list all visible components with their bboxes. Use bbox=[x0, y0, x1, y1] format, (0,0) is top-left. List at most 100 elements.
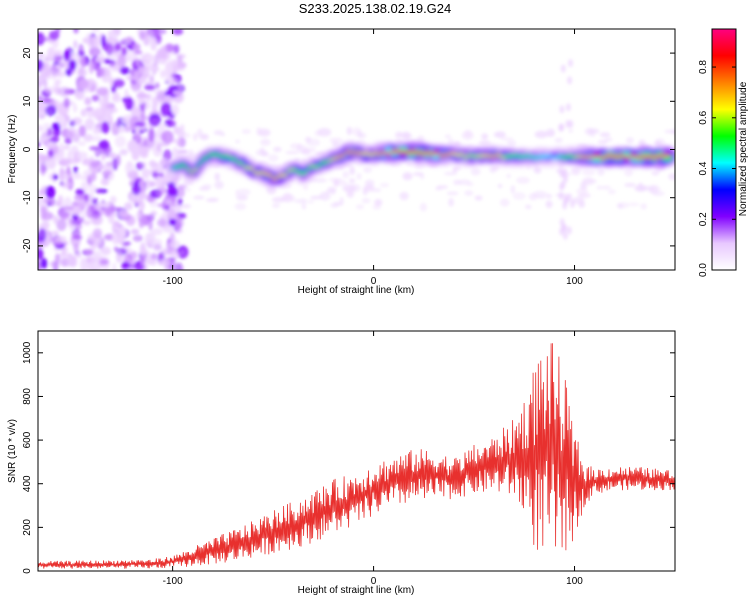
haze-blob bbox=[546, 193, 552, 199]
noise-blob bbox=[174, 216, 184, 229]
ridge-mark bbox=[405, 151, 408, 156]
noise-blob bbox=[170, 120, 177, 128]
noise-blob bbox=[127, 171, 138, 179]
noise-blob bbox=[150, 37, 158, 51]
haze-blob bbox=[638, 139, 646, 146]
noise-blob bbox=[117, 53, 127, 68]
noise-blob bbox=[38, 52, 45, 59]
ridge-mark bbox=[554, 156, 558, 160]
spike-blob bbox=[567, 76, 573, 85]
noise-blob bbox=[53, 49, 63, 57]
haze-blob bbox=[346, 126, 353, 136]
ridge-mark bbox=[629, 153, 633, 157]
ridge-mark bbox=[530, 154, 534, 159]
haze-blob bbox=[501, 137, 514, 142]
haze-blob bbox=[298, 198, 308, 204]
noise-blob bbox=[135, 125, 140, 135]
noise-blob bbox=[133, 44, 141, 51]
noise-blob bbox=[168, 59, 178, 66]
noise-blob bbox=[72, 235, 83, 240]
haze-blob bbox=[461, 131, 474, 140]
ridge-mark bbox=[369, 153, 372, 157]
haze-blob bbox=[399, 191, 409, 201]
noise-blob bbox=[83, 193, 90, 203]
y-tick-label: 20 bbox=[22, 47, 33, 59]
ridge-mark bbox=[388, 152, 392, 156]
noise-blob bbox=[55, 78, 62, 86]
noise-blob bbox=[89, 146, 100, 151]
ridge-mark bbox=[233, 157, 237, 161]
haze-blob bbox=[448, 198, 454, 207]
noise-blob bbox=[124, 202, 133, 211]
noise-blob bbox=[51, 135, 59, 143]
noise-blob bbox=[80, 108, 87, 117]
noise-blob bbox=[133, 50, 143, 55]
noise-blob bbox=[168, 218, 177, 226]
y-tick-label: 200 bbox=[22, 519, 33, 536]
noise-blob bbox=[74, 92, 79, 97]
noise-blob bbox=[84, 118, 95, 131]
ridge-mark bbox=[238, 161, 242, 165]
ridge-mark bbox=[614, 154, 618, 159]
noise-blob bbox=[175, 228, 183, 234]
haze-blob bbox=[452, 166, 461, 171]
haze-blob bbox=[637, 185, 652, 191]
noise-blob bbox=[140, 201, 145, 211]
haze-blob bbox=[545, 200, 553, 209]
ridge-mark bbox=[371, 152, 375, 157]
y-tick-label: 400 bbox=[22, 475, 33, 492]
noise-blob bbox=[150, 253, 158, 260]
haze-blob bbox=[329, 137, 343, 144]
noise-blob bbox=[67, 127, 76, 140]
ridge-mark bbox=[438, 154, 442, 158]
ridge-mark bbox=[646, 155, 650, 159]
haze-blob bbox=[419, 174, 425, 180]
haze-blob bbox=[349, 166, 356, 176]
ridge-mark bbox=[595, 154, 599, 158]
haze-blob bbox=[464, 190, 474, 196]
noise-blob bbox=[157, 163, 163, 175]
noise-blob bbox=[156, 144, 162, 152]
noise-blob bbox=[112, 91, 120, 98]
haze-blob bbox=[589, 133, 596, 137]
y-tick-label: 600 bbox=[22, 431, 33, 448]
ridge-mark bbox=[547, 153, 551, 158]
ridge-mark bbox=[583, 154, 587, 159]
ridge-mark bbox=[366, 151, 370, 156]
haze-blob bbox=[535, 195, 547, 199]
haze-blob bbox=[183, 132, 191, 138]
noise-blob bbox=[170, 251, 180, 260]
noise-blob bbox=[56, 218, 67, 231]
noise-blob bbox=[91, 210, 101, 219]
ridge-mark bbox=[361, 152, 365, 157]
noise-blob bbox=[41, 220, 50, 229]
noise-blob bbox=[139, 30, 145, 41]
ridge-mark bbox=[660, 154, 664, 158]
noise-blob bbox=[109, 152, 117, 159]
haze-blob bbox=[580, 181, 587, 191]
ridge-mark bbox=[209, 152, 213, 156]
haze-blob bbox=[302, 183, 309, 191]
haze-blob bbox=[578, 193, 591, 198]
haze-blob bbox=[572, 197, 585, 204]
x-tick-label: -100 bbox=[163, 276, 183, 287]
noise-blob bbox=[140, 54, 145, 60]
noise-blob bbox=[38, 98, 41, 108]
ridge-mark bbox=[250, 167, 254, 171]
haze-blob bbox=[331, 189, 336, 196]
noise-blob bbox=[164, 265, 169, 270]
haze-blob bbox=[235, 139, 241, 144]
noise-blob bbox=[134, 121, 146, 128]
snr-panel: -100 0 100 0 200 400 600 800 1000 Height of str… bbox=[7, 330, 676, 596]
noise-blob bbox=[151, 228, 163, 236]
ridge-mark bbox=[532, 155, 536, 159]
ridge-mark bbox=[479, 153, 483, 157]
y-tick-label: -10 bbox=[22, 190, 33, 205]
ridge-mark bbox=[381, 150, 384, 154]
haze-blob bbox=[479, 140, 491, 146]
haze-blob bbox=[307, 200, 315, 204]
noise-blob bbox=[54, 253, 61, 263]
ridge-mark bbox=[617, 155, 621, 160]
haze-blob bbox=[374, 198, 383, 207]
noise-blob bbox=[78, 125, 87, 137]
